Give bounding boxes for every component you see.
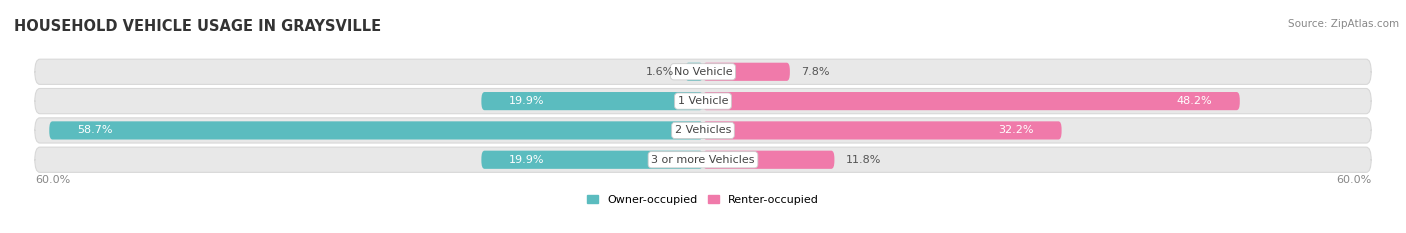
Text: 48.2%: 48.2% <box>1177 96 1212 106</box>
Text: 2 Vehicles: 2 Vehicles <box>675 125 731 135</box>
Text: 11.8%: 11.8% <box>845 155 882 165</box>
Text: 60.0%: 60.0% <box>1336 175 1371 185</box>
Text: 3 or more Vehicles: 3 or more Vehicles <box>651 155 755 165</box>
FancyBboxPatch shape <box>35 89 1371 114</box>
FancyBboxPatch shape <box>481 151 703 169</box>
Text: 32.2%: 32.2% <box>998 125 1033 135</box>
Text: 58.7%: 58.7% <box>77 125 112 135</box>
Text: 7.8%: 7.8% <box>801 67 830 77</box>
FancyBboxPatch shape <box>35 59 1371 84</box>
Text: 19.9%: 19.9% <box>509 155 544 165</box>
Text: HOUSEHOLD VEHICLE USAGE IN GRAYSVILLE: HOUSEHOLD VEHICLE USAGE IN GRAYSVILLE <box>14 19 381 34</box>
FancyBboxPatch shape <box>703 92 1240 110</box>
Text: Source: ZipAtlas.com: Source: ZipAtlas.com <box>1288 19 1399 29</box>
FancyBboxPatch shape <box>49 121 703 140</box>
Text: 1.6%: 1.6% <box>645 67 673 77</box>
FancyBboxPatch shape <box>685 63 703 81</box>
Legend: Owner-occupied, Renter-occupied: Owner-occupied, Renter-occupied <box>586 195 820 205</box>
Text: No Vehicle: No Vehicle <box>673 67 733 77</box>
FancyBboxPatch shape <box>703 63 790 81</box>
FancyBboxPatch shape <box>481 92 703 110</box>
FancyBboxPatch shape <box>35 118 1371 143</box>
Text: 1 Vehicle: 1 Vehicle <box>678 96 728 106</box>
Text: 60.0%: 60.0% <box>35 175 70 185</box>
FancyBboxPatch shape <box>703 151 834 169</box>
FancyBboxPatch shape <box>35 147 1371 172</box>
Text: 19.9%: 19.9% <box>509 96 544 106</box>
FancyBboxPatch shape <box>703 121 1062 140</box>
